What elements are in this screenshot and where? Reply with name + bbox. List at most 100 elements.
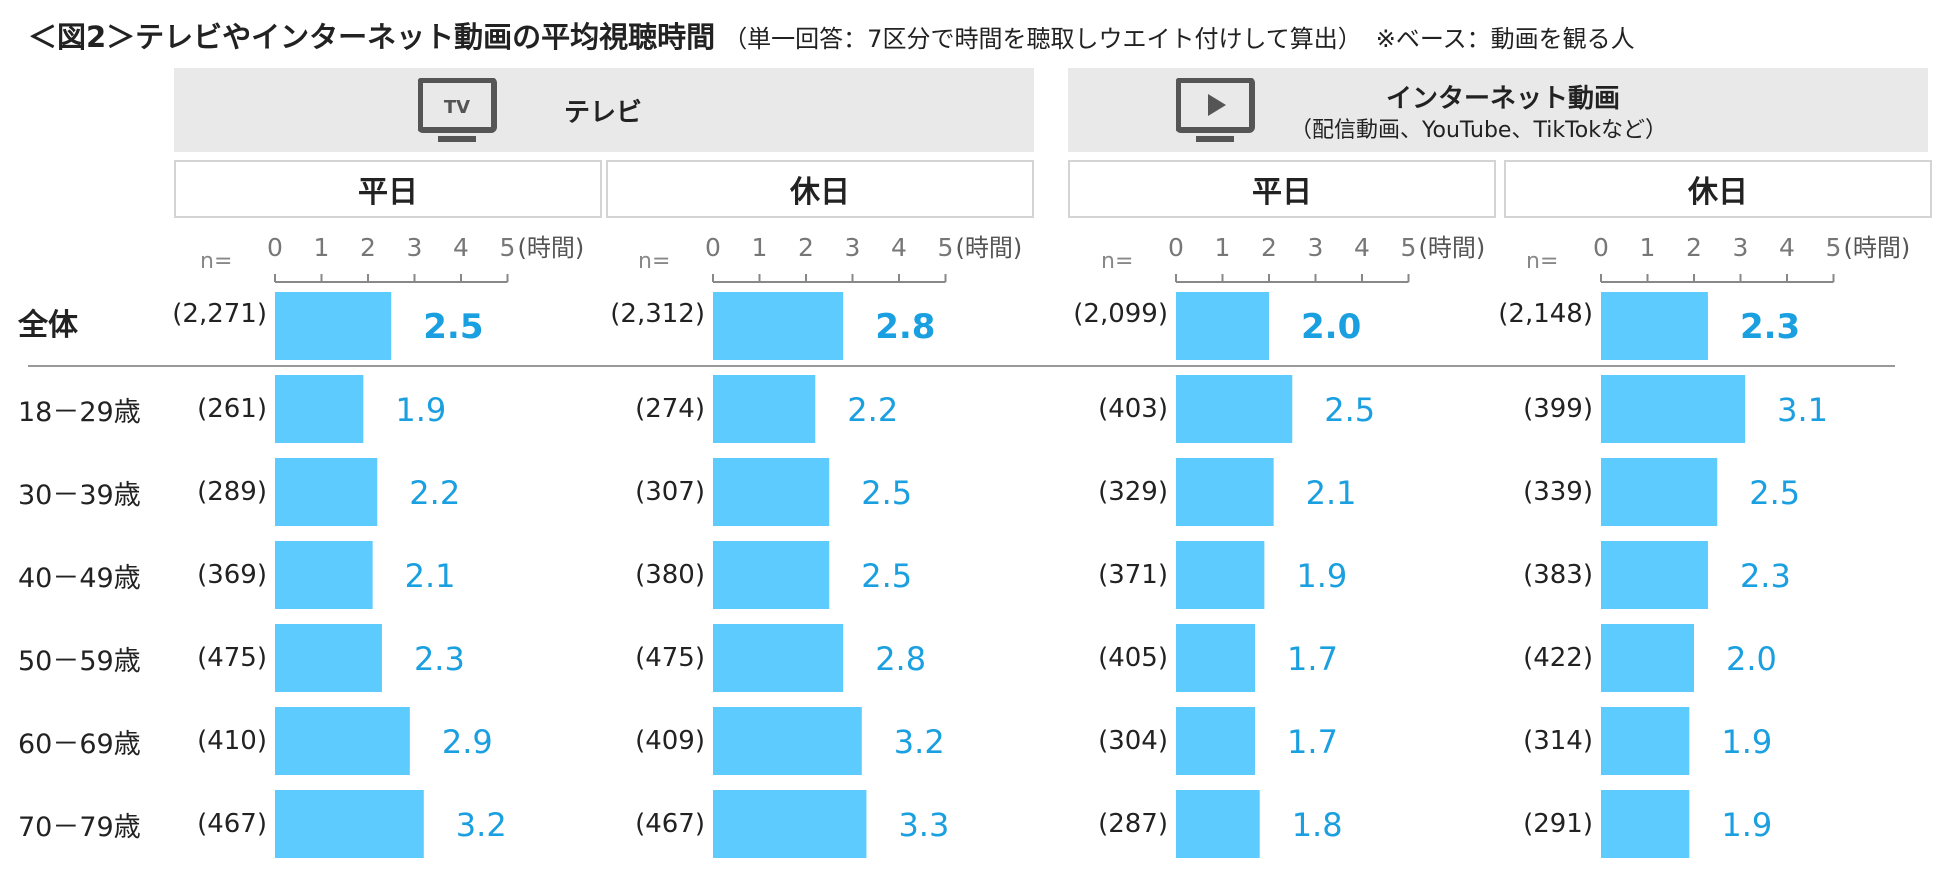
chart-title: ＜図2＞テレビやインターネット動画の平均視聴時間 （単一回答：7区分で時間を聴取し… [28,14,1635,56]
panel-2-bar-2 [1176,458,1274,526]
panel-1-n-prefix: n= [638,249,670,274]
panel-0-value-label-0: 2.5 [423,307,483,347]
panel-1-n-3: (380) [635,560,705,590]
panel-1-value-label-4: 2.8 [875,640,926,678]
panel-0-bar-5 [275,707,410,775]
panel-0-tick-label-5: 5 [500,233,516,262]
panel-1-bar-0 [713,292,844,360]
panel-2-value-label-4: 1.7 [1287,640,1338,678]
panel-0-value-label-1: 1.9 [395,391,446,429]
panel-1-n-2: (307) [635,477,705,507]
panel-1-value-label-1: 2.2 [847,391,898,429]
panel-0-tick-label-4: 4 [453,233,469,262]
panel-3-n-prefix: n= [1526,249,1558,274]
panel-0-value-label-4: 2.3 [414,640,465,678]
panel-3-tick-label-4: 4 [1779,233,1795,262]
panel-1-bar-6 [713,790,867,858]
panel-2-tick-label-2: 2 [1261,233,1277,262]
panel-0-bar-6 [275,790,424,858]
panel-1-n-5: (409) [635,726,705,756]
panel-0-n-5: (410) [197,726,267,756]
row-label-60-69: 60－69歳 [18,729,141,760]
panel-1-value-label-3: 2.5 [861,557,912,595]
panel-3-value-label-6: 1.9 [1721,806,1772,844]
panel-0-n-4: (475) [197,643,267,673]
panel-3-n-1: (399) [1523,394,1593,424]
panel-3-tick-label-0: 0 [1593,233,1609,262]
panel-3-value-label-4: 2.0 [1726,640,1777,678]
panel-3-bar-4 [1601,624,1694,692]
row-label-30-39: 30－39歳 [18,480,141,511]
panel-0-n-prefix: n= [200,249,232,274]
svg-text:TV: TV [444,97,470,118]
panel-2-n-prefix: n= [1101,249,1133,274]
panel-3-bar-1 [1601,375,1746,443]
panel-2-value-label-3: 1.9 [1296,557,1347,595]
panel-1-bar-2 [713,458,830,526]
panel-2-unit-label: (時間) [1419,234,1486,262]
panel-0-n-3: (369) [197,560,267,590]
panel-1-n-4: (475) [635,643,705,673]
panel-0-tick-label-3: 3 [407,233,423,262]
panel-0-value-label-3: 2.1 [405,557,456,595]
panel-header-tv-weekday: 平日 [174,160,602,218]
panel-3-n-6: (291) [1523,809,1593,839]
panel-3-value-label-2: 2.5 [1749,474,1800,512]
row-label-70-79: 70－79歳 [18,812,141,843]
panel-2-value-label-5: 1.7 [1287,723,1338,761]
panel-3-tick-label-2: 2 [1686,233,1702,262]
panel-2-bar-4 [1176,624,1256,692]
panel-3-tick-label-5: 5 [1826,233,1842,262]
panel-1-n-6: (467) [635,809,705,839]
panel-3-bar-5 [1601,707,1690,775]
panel-1-n-0: (2,312) [610,299,705,329]
panel-3-bar-3 [1601,541,1708,609]
panel-2-n-2: (329) [1098,477,1168,507]
panel-0-n-6: (467) [197,809,267,839]
panel-2-n-6: (287) [1098,809,1168,839]
panel-3-bar-6 [1601,790,1690,858]
panel-2-tick-label-3: 3 [1308,233,1324,262]
panel-header-internet-weekday: 平日 [1068,160,1496,218]
panel-1-bar-3 [713,541,830,609]
panel-2-tick-label-5: 5 [1401,233,1417,262]
panel-1-tick-label-0: 0 [705,233,721,262]
panel-2-n-0: (2,099) [1073,299,1168,329]
panel-1-value-label-5: 3.2 [894,723,945,761]
group-header-tv: TV テレビ [174,68,1034,152]
panel-0-unit-label: (時間) [518,234,585,262]
panel-3-bar-2 [1601,458,1718,526]
panel-2-n-3: (371) [1098,560,1168,590]
panel-3-unit-label: (時間) [1844,234,1911,262]
panel-2-bar-0 [1176,292,1269,360]
title-sub: （単一回答：7区分で時間を聴取しウエイト付けして算出） [723,25,1362,53]
panel-1-tick-label-4: 4 [891,233,907,262]
panel-2-tick-label-1: 1 [1215,233,1231,262]
panel-1-tick-label-3: 3 [845,233,861,262]
panel-3-tick-label-1: 1 [1640,233,1656,262]
group-label-tv: テレビ [564,98,643,128]
panel-1-tick-label-1: 1 [752,233,768,262]
panel-3-tick-label-3: 3 [1733,233,1749,262]
panel-2-value-label-6: 1.8 [1292,806,1343,844]
row-label-total: 全体 [18,308,78,343]
panel-0-bar-3 [275,541,373,609]
panel-3-n-4: (422) [1523,643,1593,673]
panel-0-tick-label-1: 1 [314,233,330,262]
panel-2-n-4: (405) [1098,643,1168,673]
panel-3-n-5: (314) [1523,726,1593,756]
panel-3-n-3: (383) [1523,560,1593,590]
panel-3-value-label-0: 2.3 [1740,307,1800,347]
panel-2-n-1: (403) [1098,394,1168,424]
group-header-internet: インターネット動画 （配信動画、YouTube、TikTokなど） [1068,68,1928,152]
panel-0-bar-4 [275,624,382,692]
panel-1-value-label-6: 3.3 [898,806,949,844]
panel-2-value-label-1: 2.5 [1324,391,1375,429]
panel-0-bar-0 [275,292,392,360]
panel-0-n-0: (2,271) [172,299,267,329]
panel-0-n-2: (289) [197,477,267,507]
panel-3-value-label-1: 3.1 [1777,391,1828,429]
panel-1-tick-label-5: 5 [938,233,954,262]
panel-0-bar-1 [275,375,364,443]
panel-3-n-2: (339) [1523,477,1593,507]
